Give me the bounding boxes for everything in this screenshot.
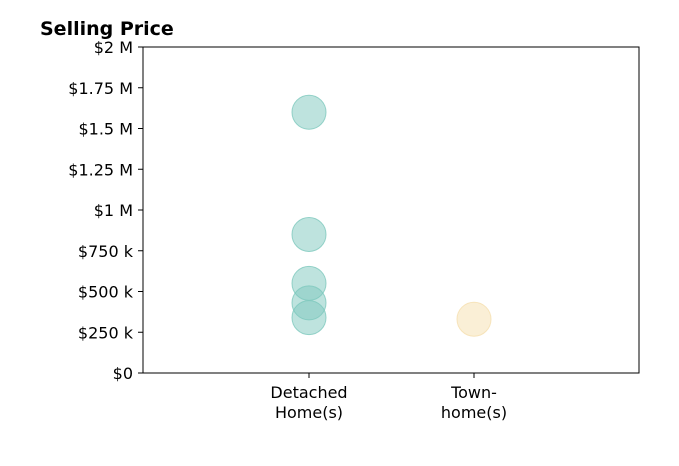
y-tick-label: $1.75 M <box>68 79 133 98</box>
x-tick-label-line: Town- <box>450 383 497 402</box>
data-point <box>456 301 492 337</box>
x-tick-label: Town-home(s) <box>441 383 507 422</box>
data-point <box>291 300 327 336</box>
data-point <box>291 94 327 130</box>
x-tick-label-line: Home(s) <box>275 403 343 422</box>
x-tick-label-line: home(s) <box>441 403 507 422</box>
data-points <box>291 94 492 337</box>
y-tick-label: $750 k <box>78 242 134 261</box>
data-point <box>291 216 327 252</box>
y-tick-label: $500 k <box>78 283 134 302</box>
y-tick-label: $1.5 M <box>78 120 133 139</box>
y-tick-label: $2 M <box>94 38 133 57</box>
y-tick-label: $0 <box>113 364 133 383</box>
x-tick-label: Detached Home(s) <box>270 383 347 422</box>
y-axis-title: Selling Price <box>40 18 174 40</box>
x-tick-label-line: Detached <box>270 383 347 402</box>
plot-frame <box>142 46 640 374</box>
y-tick-label: $1 M <box>94 201 133 220</box>
y-tick-label: $1.25 M <box>68 160 133 179</box>
axes: $0 $250 k $500 k $750 k $1 M $1.25 M $1.5 M $1.… <box>68 38 640 422</box>
y-tick-label: $250 k <box>78 323 134 342</box>
